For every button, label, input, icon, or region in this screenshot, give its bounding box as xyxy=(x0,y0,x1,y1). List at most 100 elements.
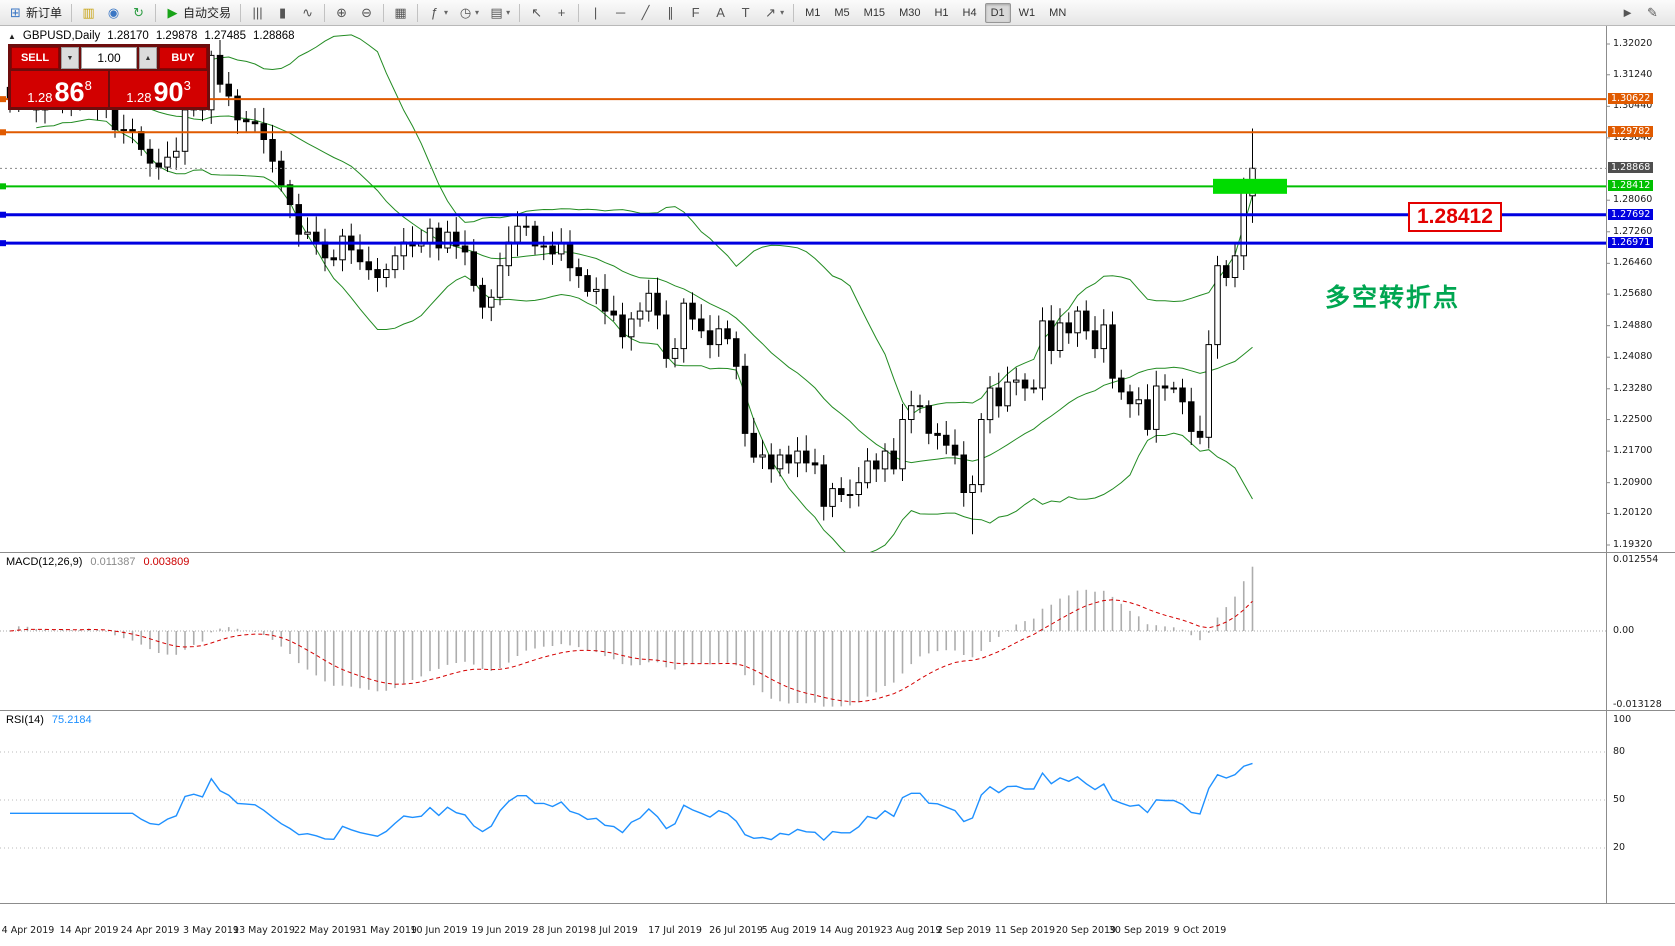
line-chart-icon: ∿ xyxy=(302,4,313,20)
timeframe-h1[interactable]: H1 xyxy=(934,6,949,19)
cursor-icon[interactable]: ↖ xyxy=(525,2,548,24)
pencil-icon: ✎ xyxy=(1647,4,1658,20)
timeframe-toolbar: M1 M5 M15 M30 H1 H4 D1 W1 MN xyxy=(798,2,1073,23)
chart-header: ▲ GBPUSD,Daily 1.28170 1.29878 1.27485 1… xyxy=(8,30,295,42)
current-price-tag: 1.28868 xyxy=(1608,162,1654,173)
new-chart-icon: ▥ xyxy=(82,4,95,20)
timeframe-m5[interactable]: M5 xyxy=(834,6,850,19)
timeframe-d1[interactable]: D1 xyxy=(984,2,1011,23)
annotation-price-callout: 1.28412 xyxy=(1408,202,1502,232)
ohlc-low: 1.27485 xyxy=(204,30,246,42)
indicators-icon: ƒ xyxy=(430,4,439,20)
profiles-icon[interactable]: ◉ xyxy=(102,2,125,24)
arrows-button[interactable]: ↗ ▾ xyxy=(759,2,788,24)
pencil-icon[interactable]: ✎ xyxy=(1641,2,1664,24)
macd-signal-value: 0.003809 xyxy=(143,556,190,568)
refresh-icon[interactable]: ↻ xyxy=(127,2,150,24)
price-axis-label: 1.20900 xyxy=(1613,477,1653,488)
sell-price-big-figure: 1.28 xyxy=(27,90,53,105)
level-price-tag: 1.26971 xyxy=(1608,237,1654,248)
profiles-icon: ◉ xyxy=(107,4,120,20)
price-axis-label: 1.24880 xyxy=(1613,320,1653,331)
indicators-button[interactable]: ƒ ▾ xyxy=(423,2,452,24)
candlestick-icon[interactable]: ▮ xyxy=(271,2,294,24)
rsi-axis-label: 20 xyxy=(1613,842,1626,853)
new-order-button-label: 新订单 xyxy=(26,6,63,20)
buy-price-button[interactable]: 1.28 90 3 xyxy=(110,71,207,107)
rsi-value: 75.2184 xyxy=(51,714,92,726)
rsi-panel-resize-handle[interactable] xyxy=(0,708,1675,713)
autotrading-icon: ▶ xyxy=(167,4,178,20)
sell-button[interactable]: SELL xyxy=(11,47,59,69)
buy-price-pips: 90 xyxy=(153,77,184,108)
zoom-out-icon[interactable]: ⊖ xyxy=(355,2,378,24)
sell-price-button[interactable]: 1.28 86 8 xyxy=(11,71,108,107)
timeframe-m1[interactable]: M1 xyxy=(805,6,821,19)
bar-chart-icon[interactable]: ||| xyxy=(246,2,269,24)
buy-price-point: 3 xyxy=(183,78,191,93)
price-axis-label: 1.26460 xyxy=(1613,257,1653,268)
refresh-icon: ↻ xyxy=(133,4,144,20)
channel-icon: ∥ xyxy=(667,4,674,20)
vertical-line-icon[interactable]: | xyxy=(584,2,607,24)
new-order-button[interactable]: ⊞ 新订单 xyxy=(4,2,66,24)
timeframe-w1[interactable]: W1 xyxy=(1018,6,1036,19)
timeframe-m30[interactable]: M30 xyxy=(899,6,921,19)
dropdown-caret-icon: ▾ xyxy=(506,8,511,17)
cursor-icon: ↖ xyxy=(531,4,543,20)
timeframe-mn[interactable]: MN xyxy=(1049,6,1067,19)
pointer-icon[interactable]: ► xyxy=(1616,2,1639,24)
toolbar-button-groups: ⊞ 新订单 ▥ ◉ ↻ ▶ 自动交易 ||| ▮ ∿ ⊕ ⊖ ▦ ƒ ▾ ◷ ▾ ▤ ▾ ↖ + | ─ ╱ ∥ F A T ↗ ▾ xyxy=(3,2,789,24)
macd-panel-resize-handle[interactable] xyxy=(0,550,1675,555)
zoom-out-icon: ⊖ xyxy=(361,4,372,20)
buy-button[interactable]: BUY xyxy=(159,47,207,69)
crosshair-icon[interactable]: + xyxy=(550,2,573,24)
text-icon[interactable]: A xyxy=(709,2,732,24)
toolbar-separator xyxy=(417,3,419,22)
channel-icon[interactable]: ∥ xyxy=(659,2,682,24)
new-chart-icon[interactable]: ▥ xyxy=(77,2,100,24)
volume-increase-button[interactable]: ▲ xyxy=(139,47,157,69)
caret-up-icon: ▲ xyxy=(144,54,152,62)
price-axis-label: 1.29640 xyxy=(1613,132,1653,143)
timeframe-m15[interactable]: M15 xyxy=(863,6,886,19)
price-axis-label: 1.24080 xyxy=(1613,351,1653,362)
tile-windows-icon[interactable]: ▦ xyxy=(389,2,412,24)
horizontal-line-icon: ─ xyxy=(615,4,626,20)
templates-button[interactable]: ▤ ▾ xyxy=(485,2,514,24)
autotrading-button-label: 自动交易 xyxy=(183,6,232,20)
rsi-label: RSI(14) xyxy=(6,714,44,726)
fibonacci-icon[interactable]: F xyxy=(684,2,707,24)
autotrading-button[interactable]: ▶ 自动交易 xyxy=(161,2,235,24)
price-axis-label: 1.21700 xyxy=(1613,445,1653,456)
toolbar-separator xyxy=(793,3,795,22)
periods-button[interactable]: ◷ ▾ xyxy=(454,2,483,24)
trendline-icon[interactable]: ╱ xyxy=(634,2,657,24)
line-chart-icon[interactable]: ∿ xyxy=(296,2,319,24)
trade-panel-toggle-icon[interactable]: ▲ xyxy=(8,31,16,41)
label-icon[interactable]: T xyxy=(734,2,757,24)
volume-input[interactable]: 1.00 xyxy=(81,47,137,69)
horizontal-line-icon[interactable]: ─ xyxy=(609,2,632,24)
templates-icon: ▤ xyxy=(490,4,503,20)
macd-axis-label: 0.012554 xyxy=(1613,554,1659,565)
level-price-tag: 1.27692 xyxy=(1608,209,1654,220)
zoom-in-icon[interactable]: ⊕ xyxy=(330,2,353,24)
main-toolbar: ⊞ 新订单 ▥ ◉ ↻ ▶ 自动交易 ||| ▮ ∿ ⊕ ⊖ ▦ ƒ ▾ ◷ ▾ ▤ ▾ ↖ + | ─ ╱ ∥ F A T ↗ ▾ M1… xyxy=(0,0,1675,26)
price-axis[interactable]: 1.32020 1.31240 1.30440 1.29640 1.28868 1.280… xyxy=(1606,0,1675,946)
toolbar-right-icons: ► ✎ xyxy=(1615,2,1665,24)
ohlc-open: 1.28170 xyxy=(107,30,149,42)
volume-decrease-button[interactable]: ▼ xyxy=(61,47,79,69)
sell-price-point: 8 xyxy=(84,78,92,93)
timeframe-h4[interactable]: H4 xyxy=(962,6,977,19)
rsi-axis-label: 100 xyxy=(1613,714,1632,725)
toolbar-separator xyxy=(155,3,157,22)
dropdown-caret-icon: ▾ xyxy=(780,8,785,17)
level-price-tag: 1.30622 xyxy=(1608,93,1654,104)
trendline-icon: ╱ xyxy=(641,4,650,20)
toolbar-separator xyxy=(324,3,326,22)
pointer-icon: ► xyxy=(1621,4,1634,20)
price-axis-label: 1.23280 xyxy=(1613,383,1653,394)
